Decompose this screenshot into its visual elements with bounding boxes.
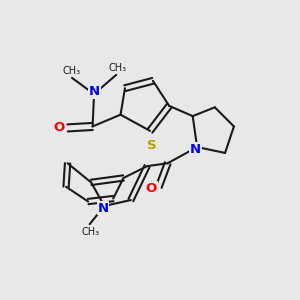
Text: O: O: [53, 122, 64, 134]
Text: CH₃: CH₃: [82, 226, 100, 237]
Text: CH₃: CH₃: [109, 63, 127, 74]
Text: N: N: [97, 202, 109, 215]
Text: N: N: [190, 143, 201, 156]
Text: O: O: [146, 182, 157, 195]
Text: CH₃: CH₃: [62, 66, 80, 76]
Text: S: S: [147, 139, 156, 152]
Text: N: N: [89, 85, 100, 98]
